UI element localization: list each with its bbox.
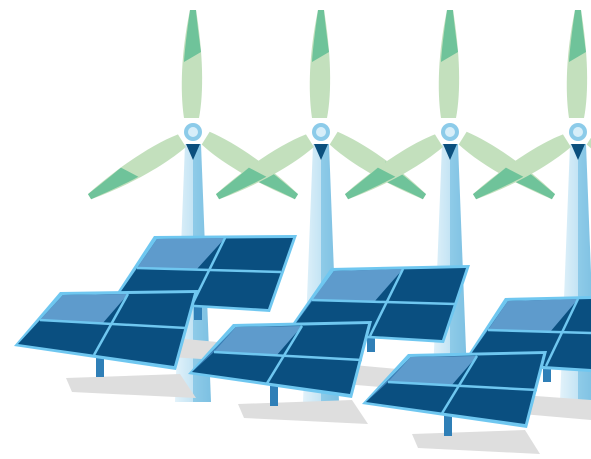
solar-panel	[14, 290, 198, 398]
solar-panel	[188, 321, 372, 424]
solar-panel	[362, 351, 547, 454]
